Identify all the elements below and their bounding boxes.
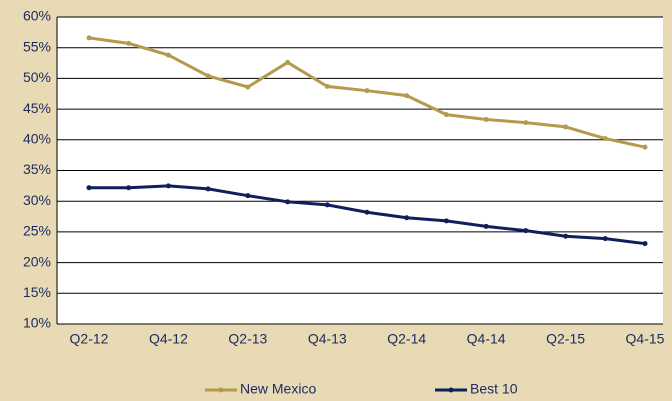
point bbox=[602, 236, 608, 242]
y-tick-label: 15% bbox=[23, 284, 51, 300]
point bbox=[642, 144, 648, 150]
point bbox=[602, 136, 608, 142]
point bbox=[404, 215, 410, 221]
point bbox=[285, 59, 291, 65]
y-tick-label: 45% bbox=[23, 100, 51, 116]
point bbox=[523, 228, 529, 234]
point bbox=[165, 183, 171, 189]
point bbox=[324, 202, 330, 208]
point bbox=[205, 73, 211, 79]
y-tick-label: 30% bbox=[23, 192, 51, 208]
point bbox=[563, 124, 569, 130]
y-tick-label: 40% bbox=[23, 131, 51, 147]
y-tick-label: 10% bbox=[23, 315, 51, 331]
point bbox=[245, 193, 251, 199]
y-tick-label: 60% bbox=[23, 8, 51, 24]
point bbox=[205, 186, 211, 192]
point bbox=[245, 84, 251, 90]
point bbox=[443, 112, 449, 118]
x-tick-label: Q4-12 bbox=[149, 331, 188, 347]
point bbox=[86, 35, 92, 41]
y-tick-label: 35% bbox=[23, 161, 51, 177]
point bbox=[642, 241, 648, 247]
point bbox=[324, 83, 330, 89]
x-tick-label: Q2-15 bbox=[546, 331, 585, 347]
legend-marker bbox=[218, 387, 224, 393]
x-tick-label: Q4-15 bbox=[626, 331, 665, 347]
y-tick-label: 20% bbox=[23, 253, 51, 269]
point bbox=[563, 233, 569, 239]
x-tick-label: Q2-12 bbox=[70, 331, 109, 347]
y-tick-label: 55% bbox=[23, 38, 51, 54]
legend-label: New Mexico bbox=[240, 381, 316, 397]
point bbox=[126, 40, 132, 46]
y-tick-label: 50% bbox=[23, 69, 51, 85]
point bbox=[443, 218, 449, 224]
point bbox=[523, 120, 529, 126]
point bbox=[364, 88, 370, 94]
y-tick-label: 25% bbox=[23, 223, 51, 239]
legend-label: Best 10 bbox=[470, 381, 518, 397]
x-tick-label: Q4-13 bbox=[308, 331, 347, 347]
point bbox=[165, 52, 171, 58]
legend-marker bbox=[448, 387, 454, 393]
x-tick-label: Q2-13 bbox=[228, 331, 267, 347]
x-tick-label: Q2-14 bbox=[387, 331, 426, 347]
point bbox=[86, 185, 92, 191]
point bbox=[483, 223, 489, 229]
point bbox=[404, 93, 410, 99]
point bbox=[126, 185, 132, 191]
point bbox=[285, 199, 291, 205]
point bbox=[364, 209, 370, 215]
x-tick-label: Q4-14 bbox=[467, 331, 506, 347]
point bbox=[483, 117, 489, 123]
